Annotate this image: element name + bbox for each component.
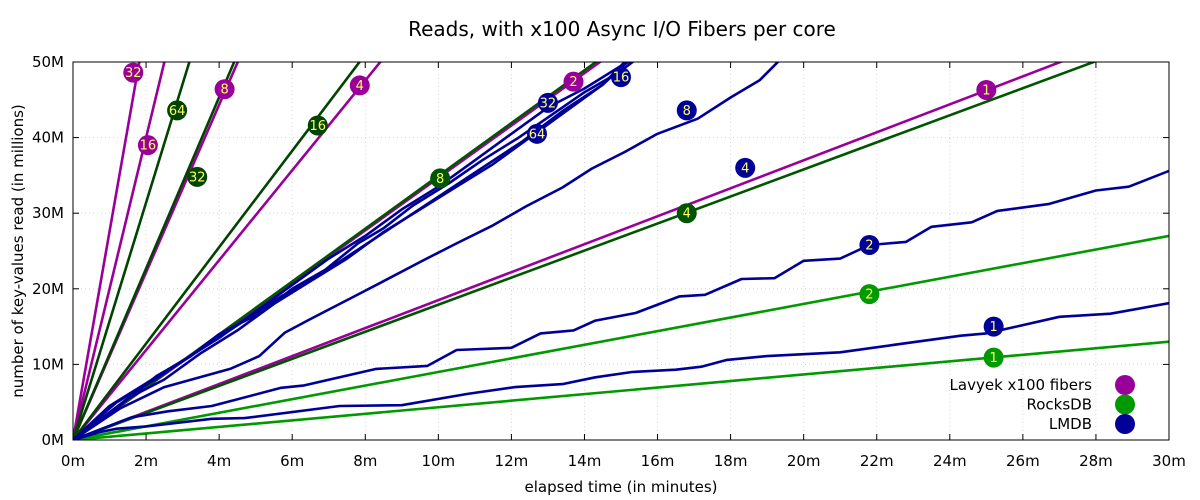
legend-swatch xyxy=(1115,414,1135,434)
rocksdb-series-4-label: 4 xyxy=(683,207,691,222)
rocksdb-series-1-marker xyxy=(983,347,1004,368)
lmdb-series-64-label: 64 xyxy=(529,127,546,142)
lavyek-x100-fibers-series-8-label: 8 xyxy=(220,83,228,98)
lmdb-series-32-marker xyxy=(537,92,558,113)
x-tick-label: 12m xyxy=(495,452,529,470)
y-tick-label: 50M xyxy=(32,53,64,71)
x-axis-label: elapsed time (in minutes) xyxy=(525,478,718,496)
lmdb-series-64-marker xyxy=(526,123,547,144)
rocksdb-series-32-marker xyxy=(187,166,208,187)
x-tick-label: 2m xyxy=(134,452,158,470)
lavyek-x100-fibers-series-1-marker xyxy=(976,79,997,100)
lmdb-series-16-label: 16 xyxy=(613,71,630,86)
lavyek-x100-fibers-series-16-marker xyxy=(137,135,158,156)
lavyek-x100-fibers-series-4-line xyxy=(73,62,382,440)
lmdb-series-1-label: 1 xyxy=(989,320,997,335)
lmdb-series-16-marker xyxy=(611,67,631,88)
lavyek-x100-fibers-series-4-marker xyxy=(349,75,370,96)
x-tick-label: 10m xyxy=(421,452,455,470)
rocksdb-series-32-line xyxy=(73,62,236,440)
y-axis-label: number of key-values read (in millions) xyxy=(9,104,27,398)
lavyek-x100-fibers-series-32-marker xyxy=(123,62,144,83)
x-tick-label: 6m xyxy=(280,452,304,470)
x-tick-label: 4m xyxy=(207,452,231,470)
lavyek-x100-fibers-series-8-marker xyxy=(214,79,235,100)
rocksdb-series-64-marker xyxy=(167,100,188,121)
rocksdb-series-8-label: 8 xyxy=(436,172,444,187)
x-tick-label: 18m xyxy=(714,452,748,470)
x-tick-label: 28m xyxy=(1079,452,1113,470)
legend-swatch xyxy=(1115,375,1135,395)
chart-title: Reads, with x100 Async I/O Fibers per co… xyxy=(408,17,836,41)
plot-frame xyxy=(72,61,1170,441)
legend-label: Lavyek x100 fibers xyxy=(950,376,1093,394)
x-tick-label: 16m xyxy=(641,452,675,470)
x-tick-label: 30m xyxy=(1152,452,1186,470)
y-tick-label: 0M xyxy=(42,431,65,449)
legend-label: LMDB xyxy=(1049,415,1092,433)
rocksdb-series-16-label: 16 xyxy=(309,119,326,134)
rocksdb-series-2-line xyxy=(73,234,1169,440)
lavyek-x100-fibers-series-4-label: 4 xyxy=(356,79,364,94)
lmdb-series-4-line xyxy=(73,62,780,440)
x-tick-label: 26m xyxy=(1006,452,1040,470)
lmdb-series-2-label: 2 xyxy=(865,238,873,253)
lmdb-series-4-label: 4 xyxy=(741,161,749,176)
x-tick-label: 8m xyxy=(353,452,377,470)
legend-swatch xyxy=(1115,394,1135,415)
lavyek-x100-fibers-series-16-line xyxy=(73,62,166,440)
lmdb-series-64-line xyxy=(73,62,627,440)
lavyek-x100-fibers-series-16-label: 16 xyxy=(140,139,157,154)
lmdb-series-1-marker xyxy=(983,316,1004,337)
rocksdb-series-2-marker xyxy=(859,284,880,305)
series-group xyxy=(73,62,1169,440)
x-tick-label: 22m xyxy=(860,452,894,470)
lmdb-series-8-marker xyxy=(676,100,697,121)
rocksdb-series-1-label: 1 xyxy=(989,351,997,366)
y-tick-label: 40M xyxy=(32,129,64,147)
lmdb-series-2-line xyxy=(73,169,1169,440)
rocksdb-series-4-line xyxy=(73,62,1098,440)
lmdb-series-32-label: 32 xyxy=(540,96,557,111)
x-tick-label: 0m xyxy=(61,452,85,470)
legend-label: RocksDB xyxy=(1026,396,1092,414)
axis-ticks: 0m 2m 4m 6m 8m 10m 12m 14m 16m 18m 20m 22m 24m 26m 28m… xyxy=(32,53,1186,470)
rocksdb-series-2-label: 2 xyxy=(865,288,873,303)
lmdb-series-4-marker xyxy=(735,157,756,178)
lavyek-x100-fibers-series-1-label: 1 xyxy=(982,83,990,98)
rocksdb-series-8-marker xyxy=(430,168,451,189)
y-tick-label: 20M xyxy=(32,280,64,298)
y-tick-label: 10M xyxy=(32,355,64,373)
x-tick-label: 14m xyxy=(568,452,602,470)
lmdb-series-2-marker xyxy=(859,234,880,255)
lavyek-x100-fibers-series-32-label: 32 xyxy=(125,66,142,81)
lmdb-series-8-label: 8 xyxy=(683,104,691,119)
rocksdb-series-16-marker xyxy=(307,115,328,136)
x-tick-label: 24m xyxy=(933,452,967,470)
rocksdb-series-4-marker xyxy=(676,203,697,224)
rocksdb-series-32-label: 32 xyxy=(189,170,206,185)
lavyek-x100-fibers-series-2-label: 2 xyxy=(569,75,577,90)
lavyek-x100-fibers-series-2-marker xyxy=(563,71,584,92)
lavyek-x100-fibers-series-32-line xyxy=(73,62,141,440)
y-tick-label: 30M xyxy=(32,204,64,222)
lmdb-series-1-line xyxy=(73,301,1169,440)
rocksdb-series-64-label: 64 xyxy=(169,104,186,119)
series-markers: 1 2 4 8 16 32 1 2 4 8 16 32 64 1 2 4 8 16 32 64 xyxy=(123,62,1004,368)
x-tick-label: 20m xyxy=(787,452,821,470)
